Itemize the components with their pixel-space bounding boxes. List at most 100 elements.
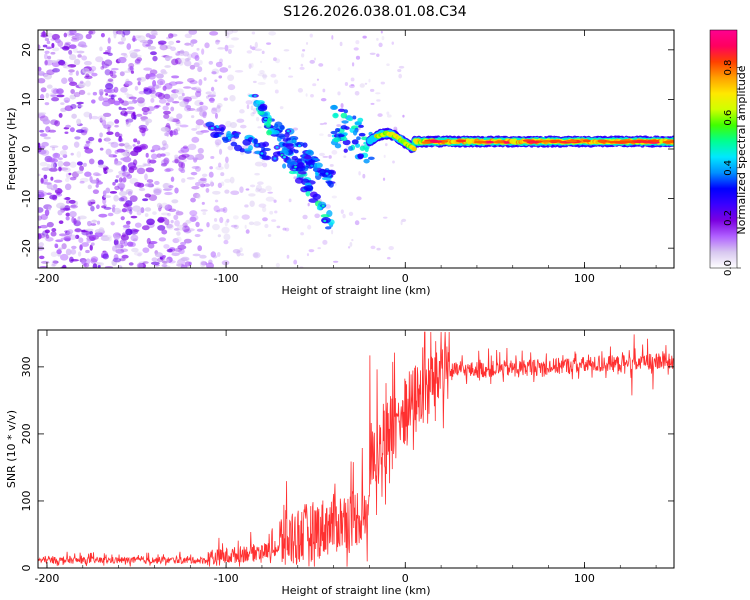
heatmap-cell xyxy=(40,31,47,36)
heatmap-cell xyxy=(455,139,467,143)
heatmap-cell xyxy=(200,261,208,266)
heatmap-cell xyxy=(90,256,99,263)
heatmap-cell xyxy=(143,67,153,71)
heatmap-cell xyxy=(113,238,119,246)
heatmap-cell xyxy=(330,130,338,135)
heatmap-cell xyxy=(230,224,238,228)
heatmap-cell xyxy=(121,31,125,37)
heatmap-cell xyxy=(69,161,77,168)
heatmap-cell xyxy=(189,64,196,70)
heatmap-cell xyxy=(357,117,364,123)
heatmap-cell xyxy=(103,124,112,129)
heatmap-cell xyxy=(170,46,177,52)
heatmap-cell xyxy=(283,49,290,52)
heatmap-cell xyxy=(61,243,67,250)
heatmap-cell xyxy=(105,187,111,194)
heatmap-cell xyxy=(356,196,362,201)
heatmap-cell xyxy=(240,253,244,256)
heatmap-cell xyxy=(196,107,203,112)
heatmap-cell xyxy=(346,144,349,149)
heatmap-cell xyxy=(45,234,50,239)
heatmap-cell xyxy=(152,55,158,62)
heatmap-cell xyxy=(69,94,77,100)
heatmap-cell xyxy=(266,42,272,45)
heatmap-cell xyxy=(210,251,217,258)
heatmap-cell xyxy=(319,122,325,126)
heatmap-cell xyxy=(194,55,200,62)
heatmap-cell xyxy=(355,55,361,60)
heatmap-cell xyxy=(228,65,232,69)
heatmap-cell xyxy=(44,37,50,42)
heatmap-cell xyxy=(50,94,57,97)
heatmap-cell xyxy=(158,237,167,242)
heatmap-cell xyxy=(176,236,182,242)
heatmap-cell xyxy=(209,97,215,104)
heatmap-cell xyxy=(118,191,128,197)
heatmap-cell xyxy=(191,127,198,131)
heatmap-cell xyxy=(44,209,50,217)
snr-frame xyxy=(37,329,675,569)
heatmap-cell xyxy=(78,89,86,95)
heatmap-cell xyxy=(69,204,78,209)
heatmap-cell xyxy=(248,63,252,69)
heatmap-cell xyxy=(121,100,130,106)
heatmap-cell xyxy=(344,82,349,86)
heatmap-cell xyxy=(122,152,130,157)
heatmap-cell xyxy=(179,124,189,128)
heatmap-cell xyxy=(38,190,44,193)
heatmap-cell xyxy=(338,134,345,138)
heatmap-cell xyxy=(380,30,383,34)
heatmap-cell xyxy=(270,73,277,78)
heatmap-cell xyxy=(76,161,83,166)
heatmap-cell xyxy=(107,37,111,44)
heatmap-cell xyxy=(118,177,123,183)
heatmap-cell xyxy=(64,205,71,211)
heatmap-cell xyxy=(61,77,68,84)
heatmap-cell xyxy=(166,223,173,229)
heatmap-cell xyxy=(89,231,93,235)
heatmap-cell xyxy=(183,96,192,102)
heatmap-cell xyxy=(291,139,297,144)
heatmap-cell xyxy=(118,170,126,175)
heatmap-cell xyxy=(46,163,51,171)
colorbar-tick-label: 0.6 xyxy=(723,110,734,126)
heatmap-cell xyxy=(274,89,279,94)
heatmap-cell xyxy=(217,182,223,189)
heatmap-cell xyxy=(180,162,186,169)
heatmap-cell xyxy=(154,180,160,186)
heatmap-cell xyxy=(112,207,122,215)
heatmap-cell xyxy=(526,140,540,144)
heatmap-cell xyxy=(64,41,72,45)
heatmap-cell xyxy=(69,30,77,34)
heatmap-cell xyxy=(62,167,71,173)
heatmap-cell xyxy=(217,162,222,168)
heatmap-cell xyxy=(66,231,72,238)
heatmap-cell xyxy=(150,51,157,56)
heatmap-cell xyxy=(226,130,232,138)
colorbar-tick-label: 0.0 xyxy=(723,260,734,276)
heatmap-cell xyxy=(125,121,131,127)
heatmap-cell xyxy=(51,97,60,102)
heatmap-cell xyxy=(103,137,111,142)
heatmap-cell xyxy=(65,215,70,221)
heatmap-cell xyxy=(39,129,45,133)
heatmap-cell xyxy=(189,210,198,216)
heatmap-cell xyxy=(98,227,105,233)
heatmap-cell xyxy=(224,162,230,170)
heatmap-cell xyxy=(151,144,161,151)
heatmap-cell xyxy=(46,192,52,196)
heatmap-cell xyxy=(340,103,344,108)
heatmap-cell xyxy=(117,41,125,45)
heatmap-cell xyxy=(39,265,48,268)
heatmap-cell xyxy=(68,69,75,73)
heatmap-cell xyxy=(156,202,163,209)
heatmap-cell xyxy=(377,113,383,117)
heatmap-cell xyxy=(115,175,120,179)
heatmap-cell xyxy=(316,164,320,167)
heatmap-cell xyxy=(200,130,210,133)
heatmap-cell xyxy=(274,210,278,214)
heatmap-cell xyxy=(314,213,321,219)
heatmap-cell xyxy=(84,171,92,177)
heatmap-cell xyxy=(40,149,50,156)
